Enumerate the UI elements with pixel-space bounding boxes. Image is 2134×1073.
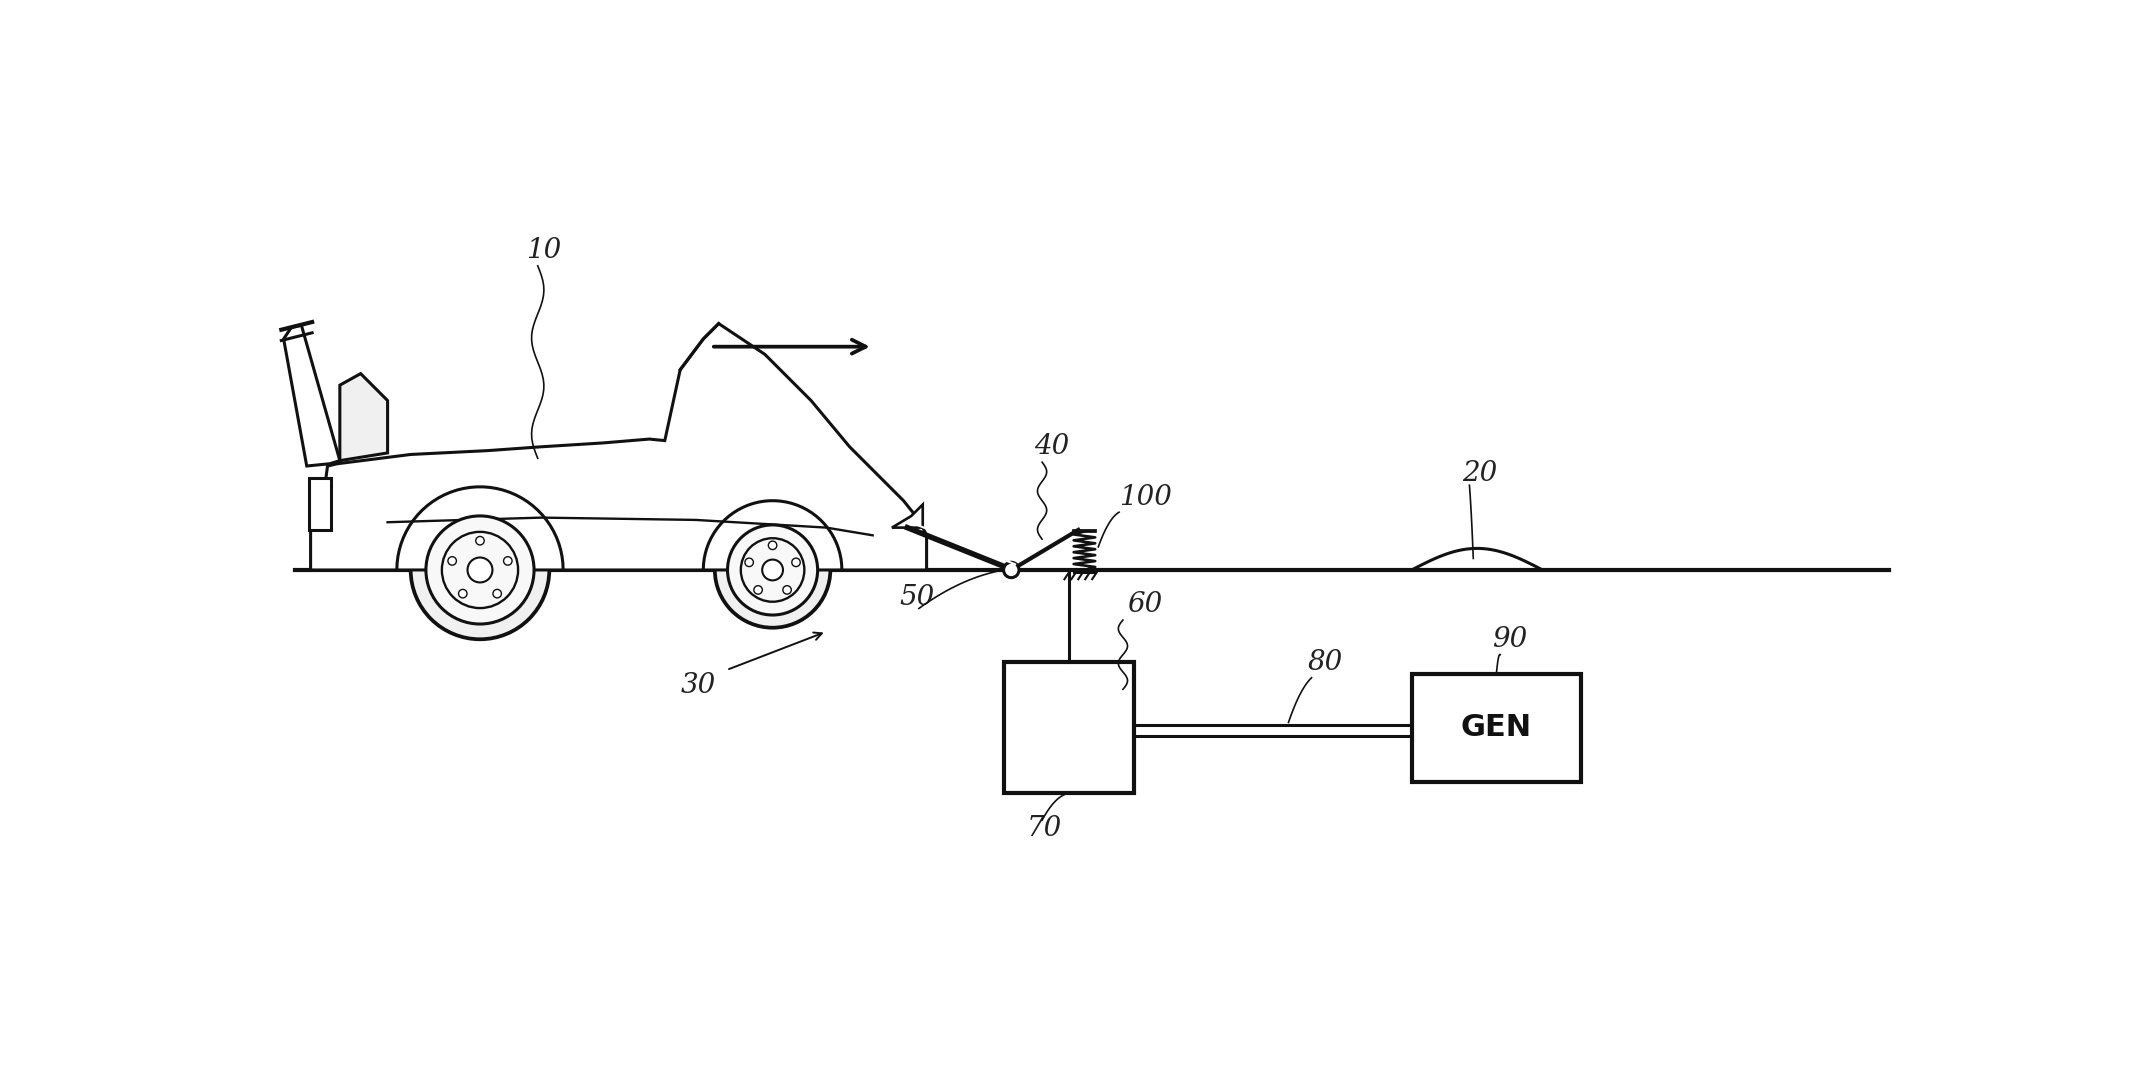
Circle shape xyxy=(740,539,805,602)
Polygon shape xyxy=(284,325,339,466)
Circle shape xyxy=(504,557,512,565)
Circle shape xyxy=(792,558,800,567)
Circle shape xyxy=(410,501,548,640)
Circle shape xyxy=(753,586,762,594)
Bar xyxy=(1413,674,1581,782)
Text: 30: 30 xyxy=(681,672,715,700)
Polygon shape xyxy=(892,504,922,528)
Circle shape xyxy=(783,586,792,594)
Circle shape xyxy=(442,532,519,608)
Bar xyxy=(1003,662,1135,793)
Circle shape xyxy=(448,557,457,565)
Polygon shape xyxy=(312,324,926,570)
Circle shape xyxy=(1003,562,1020,577)
Circle shape xyxy=(768,541,777,549)
Text: GEN: GEN xyxy=(1462,714,1532,743)
Text: 90: 90 xyxy=(1492,626,1528,653)
Circle shape xyxy=(493,589,501,598)
Polygon shape xyxy=(397,487,563,570)
Polygon shape xyxy=(339,373,388,460)
Text: 40: 40 xyxy=(1035,433,1069,460)
Circle shape xyxy=(762,560,783,580)
Text: 10: 10 xyxy=(527,237,561,264)
Circle shape xyxy=(476,536,484,545)
Circle shape xyxy=(715,512,830,628)
Text: 20: 20 xyxy=(1462,460,1496,487)
Circle shape xyxy=(745,558,753,567)
Text: 100: 100 xyxy=(1118,484,1172,511)
Polygon shape xyxy=(704,501,843,570)
Text: 60: 60 xyxy=(1127,591,1163,618)
Bar xyxy=(309,477,331,530)
Text: 70: 70 xyxy=(1026,814,1063,841)
Text: 50: 50 xyxy=(901,584,935,611)
Circle shape xyxy=(427,516,534,624)
Text: 80: 80 xyxy=(1308,649,1342,676)
Circle shape xyxy=(467,558,493,583)
Circle shape xyxy=(459,589,467,598)
Circle shape xyxy=(728,525,817,615)
